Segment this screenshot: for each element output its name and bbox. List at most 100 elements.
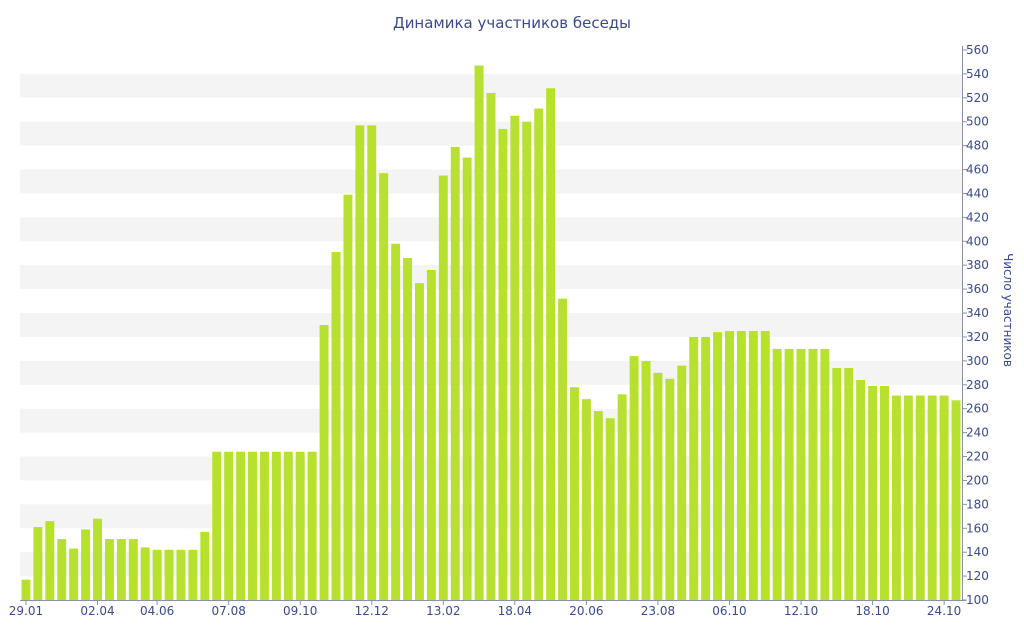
x-tick-label: 20.06: [569, 604, 603, 618]
y-tick-label: 320: [966, 330, 989, 344]
x-tick-label: 04.06: [140, 604, 174, 618]
bar: [844, 368, 854, 600]
bar: [558, 298, 568, 600]
bar: [331, 252, 341, 600]
y-tick-label: 200: [966, 473, 989, 487]
bar: [414, 283, 424, 600]
bar: [581, 399, 591, 600]
bar: [689, 336, 699, 600]
bar: [140, 547, 150, 600]
bar: [391, 243, 401, 600]
bar: [641, 360, 651, 600]
bar: [33, 527, 43, 600]
y-tick-label: 560: [966, 43, 989, 57]
y-tick-label: 100: [966, 593, 989, 607]
y-tick-label: 220: [966, 450, 989, 464]
bar: [248, 451, 257, 600]
bar: [939, 395, 949, 600]
y-tick-label: 260: [966, 402, 989, 416]
y-tick-label: 440: [966, 186, 989, 200]
bar: [93, 518, 102, 600]
bar: [450, 146, 460, 600]
y-tick-label: 380: [966, 258, 989, 272]
bar: [569, 387, 579, 600]
bar: [772, 348, 782, 600]
bar: [116, 539, 126, 600]
x-tick-label: 18.04: [498, 604, 532, 618]
bar: [653, 372, 663, 600]
bar: [832, 368, 842, 600]
x-tick-label: 02.04: [80, 604, 114, 618]
bar: [665, 378, 675, 600]
bar: [856, 380, 866, 600]
bar: [796, 348, 806, 600]
bar: [343, 194, 353, 600]
bar: [522, 121, 532, 600]
bar: [808, 348, 818, 600]
bar: [498, 128, 508, 601]
bar: [21, 579, 31, 600]
y-tick-label: 360: [966, 282, 989, 296]
bar: [57, 539, 67, 600]
bar: [295, 451, 305, 600]
bar: [629, 356, 639, 600]
x-tick-label: 23.08: [641, 604, 675, 618]
bar: [81, 529, 91, 600]
bar: [164, 549, 174, 600]
y-tick-label: 540: [966, 67, 989, 81]
x-tick-label: 18.10: [855, 604, 889, 618]
bar: [677, 365, 687, 600]
bar: [915, 395, 925, 600]
bar: [880, 385, 889, 600]
x-tick-label: 06.10: [712, 604, 746, 618]
y-tick-label: 280: [966, 378, 989, 392]
bar: [69, 548, 79, 600]
x-tick-label: 12.10: [784, 604, 818, 618]
bar: [891, 395, 901, 600]
bar: [784, 348, 794, 600]
bar: [760, 330, 770, 600]
bar: [748, 330, 758, 600]
bar: [713, 332, 723, 600]
y-tick-label: 420: [966, 210, 989, 224]
y-tick-label: 160: [966, 521, 989, 535]
bar: [152, 549, 162, 600]
bar: [176, 549, 186, 600]
bar: [510, 115, 520, 601]
bar: [319, 325, 329, 600]
bar: [283, 451, 293, 600]
y-tick-label: 400: [966, 234, 989, 248]
y-tick-label: 120: [966, 569, 989, 583]
bar: [128, 539, 138, 600]
bar: [617, 394, 627, 600]
bar: [379, 173, 389, 601]
bar: [486, 93, 496, 600]
bar: [426, 270, 436, 600]
bar: [605, 418, 615, 600]
bar: [474, 65, 484, 601]
y-tick-label: 140: [966, 545, 989, 559]
bar: [271, 451, 281, 600]
bar: [438, 175, 448, 601]
x-tick-label: 13.02: [426, 604, 460, 618]
bar: [403, 258, 413, 600]
bar: [355, 125, 365, 601]
bar: [188, 549, 198, 600]
bar: [820, 348, 830, 600]
bar: [45, 521, 55, 600]
x-tick-label: 24.10: [927, 604, 961, 618]
y-axis-label: Число участников: [1001, 253, 1015, 367]
bar: [534, 108, 544, 600]
bar: [593, 411, 603, 600]
x-tick-label: 09.10: [283, 604, 317, 618]
bar: [701, 336, 711, 600]
bar: [200, 531, 210, 600]
x-tick-label: 29.01: [9, 604, 43, 618]
y-tick-label: 500: [966, 115, 989, 129]
bar: [367, 125, 377, 601]
bar: [236, 451, 246, 600]
bar: [736, 330, 746, 600]
bar: [868, 385, 878, 600]
x-tick-label: 12.12: [355, 604, 389, 618]
